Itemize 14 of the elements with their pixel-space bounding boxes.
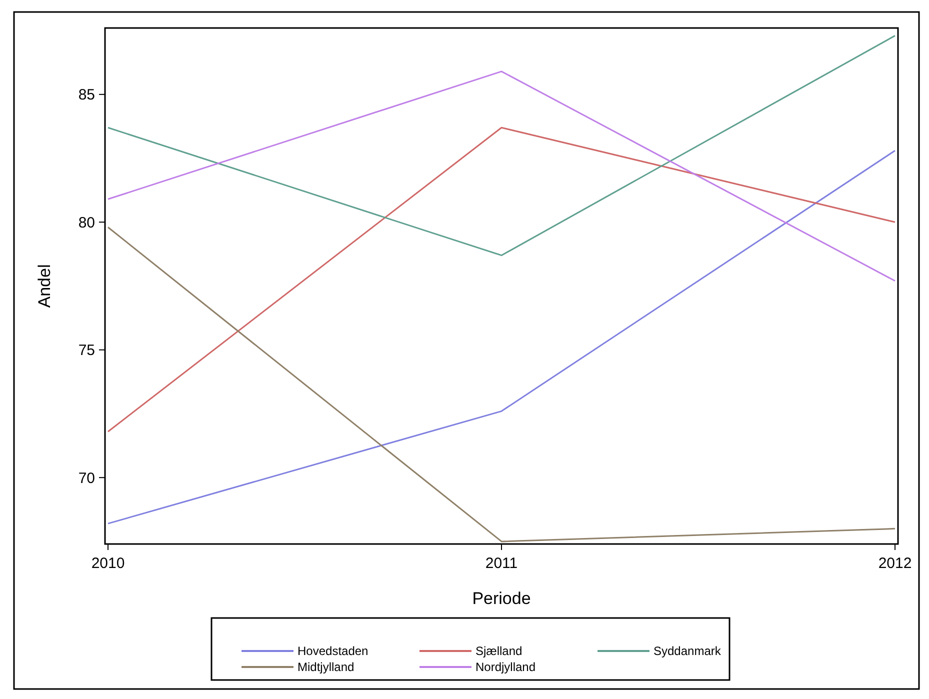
legend-label: Midtjylland xyxy=(298,660,354,674)
legend-label: Syddanmark xyxy=(654,644,722,658)
y-tick-label: 80 xyxy=(78,214,95,232)
y-tick-label: 70 xyxy=(78,470,95,487)
x-tick-label: 2010 xyxy=(91,555,125,572)
x-tick-label: 2011 xyxy=(485,555,518,572)
y-tick-label: 75 xyxy=(78,342,95,360)
legend-label: Nordjylland xyxy=(476,660,536,674)
x-tick-label: 2012 xyxy=(878,555,912,572)
y-tick-label: 85 xyxy=(78,86,95,104)
y-axis-title: Andel xyxy=(35,264,54,308)
x-axis-title: Periode xyxy=(472,589,531,608)
legend-label: Hovedstaden xyxy=(298,644,368,658)
legend-label: Sjælland xyxy=(476,644,522,658)
